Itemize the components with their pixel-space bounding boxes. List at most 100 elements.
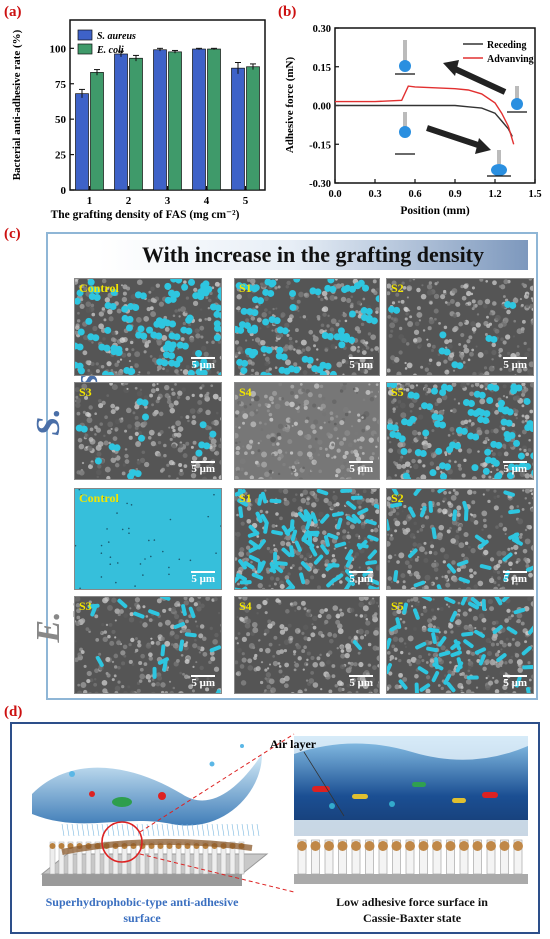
particle	[432, 841, 442, 851]
pillar	[67, 841, 74, 875]
x-tick-label: 0.0	[328, 189, 341, 200]
hydrophobic-chain	[236, 823, 240, 837]
hydrophobic-chain	[246, 823, 250, 837]
sem-texture	[387, 279, 533, 375]
hydrophobic-chain	[96, 823, 100, 837]
hydrophobic-chain	[81, 823, 85, 837]
sem-image: S3 5 μm	[74, 382, 222, 480]
hydrophobic-chain	[126, 823, 130, 837]
particle	[337, 841, 348, 851]
y-tick-label: -0.15	[309, 140, 331, 151]
hydrophobic-chain	[71, 823, 75, 837]
y-tick-label: 0.00	[313, 102, 331, 113]
hydrophobic-chain	[251, 823, 255, 837]
sem-image: S1 5 μm	[234, 488, 380, 590]
x-tick-label: 5	[243, 195, 249, 207]
y-tick-label: 0.15	[313, 63, 331, 74]
y-tick-label: 0.30	[313, 24, 331, 35]
particle	[364, 841, 375, 851]
hydrophobic-chain	[166, 823, 170, 837]
sem-texture	[387, 597, 533, 693]
series-line-receding	[335, 104, 513, 137]
sem-texture	[387, 383, 533, 479]
zoom-circle	[101, 821, 143, 863]
arrow-receding	[426, 125, 491, 154]
bar-chart: Bacterial anti-adhesive rate (%) The gra…	[11, 19, 266, 221]
hydrophobic-chain	[176, 823, 180, 837]
particle	[49, 843, 56, 849]
droplet-probe-icon	[487, 150, 511, 177]
sem-sample-label: S1	[239, 491, 252, 505]
sem-image: S2 5 μm	[386, 488, 534, 590]
hydrophobic-chain	[111, 823, 115, 837]
bar-ecoli	[168, 51, 182, 191]
sem-texture	[387, 489, 533, 589]
pillar	[94, 841, 101, 875]
pillar	[85, 841, 92, 875]
sem-texture	[75, 597, 221, 693]
particle	[310, 841, 321, 851]
scale-bar: 5 μm	[349, 571, 373, 585]
scale-bar: 5 μm	[503, 571, 527, 585]
pillar	[238, 841, 245, 875]
sem-sample-label: S5	[391, 599, 404, 613]
y-axis-label: Adhesive force (mN)	[284, 57, 296, 154]
particle	[418, 841, 429, 851]
pillar-surface-left	[40, 823, 269, 886]
zoom-line	[139, 733, 295, 833]
arrow-advancing	[443, 60, 507, 95]
panel-c-header: With increase in the grafting density	[98, 240, 528, 270]
legend-label-receding: Receding	[487, 40, 526, 51]
sem-image: S5 5 μm	[386, 596, 534, 694]
hydrophobic-chain	[91, 823, 95, 837]
right-caption-line2: Cassie-Baxter state	[363, 911, 462, 925]
panel-c-frame: With increase in the grafting density S.…	[30, 232, 538, 700]
y-tick-label: 50	[55, 114, 67, 126]
left-caption-line1: Superhydrophobic-type anti-adhesive	[46, 895, 239, 909]
sem-sample-label: S4	[239, 599, 252, 613]
sem-texture	[235, 383, 379, 479]
air-layer-label: Air layer	[270, 737, 317, 751]
scale-bar: 5 μm	[191, 461, 215, 475]
sem-sample-label: S1	[239, 281, 252, 295]
y-axis-label: Bacterial anti-adhesive rate (%)	[11, 29, 23, 180]
legend-swatch-saureus	[77, 29, 93, 41]
sem-texture	[235, 279, 379, 375]
sem-image: Control 5 μm	[74, 488, 222, 590]
y-tick-label: 75	[55, 79, 67, 91]
hydrophobic-chain	[131, 823, 135, 837]
legend-label-advancing: Advanving	[487, 54, 534, 65]
scale-bar: 5 μm	[503, 357, 527, 371]
hydrophobic-chain	[161, 823, 165, 837]
x-tick-label: 0.3	[368, 189, 381, 200]
bar-ecoli	[129, 57, 143, 191]
bar-ecoli	[207, 48, 221, 191]
legend: S. aureus E. coli	[77, 29, 136, 56]
pillar	[58, 841, 65, 875]
sem-image: S5 5 μm	[386, 382, 534, 480]
hydrophobic-chain	[186, 823, 190, 837]
particle	[513, 841, 523, 851]
scale-bar: 5 μm	[349, 675, 373, 689]
x-axis-label: Position (mm)	[400, 205, 469, 217]
right-caption-line1: Low adhesive force surface in	[336, 895, 488, 909]
sem-texture	[75, 383, 221, 479]
sem-sample-label: S4	[239, 385, 252, 399]
pillar	[49, 841, 56, 875]
hydrophobic-chain	[241, 823, 245, 837]
scale-bar: 5 μm	[349, 357, 373, 371]
hydrophobic-chain	[76, 823, 80, 837]
sem-texture	[235, 597, 379, 693]
hydrophobic-chain	[226, 823, 230, 837]
legend-label-ecoli: E. coli	[96, 45, 124, 56]
bar-ecoli	[246, 66, 260, 191]
particle	[324, 841, 334, 851]
particle	[499, 841, 510, 851]
hydrophobic-chain	[191, 823, 195, 837]
scale-bar: 5 μm	[191, 357, 215, 371]
panel-c-letter: (c)	[4, 226, 21, 242]
pillar	[76, 841, 83, 875]
pillar-surface-right	[294, 839, 528, 884]
sem-image: Control 5 μm	[74, 278, 222, 376]
particle	[445, 841, 456, 851]
